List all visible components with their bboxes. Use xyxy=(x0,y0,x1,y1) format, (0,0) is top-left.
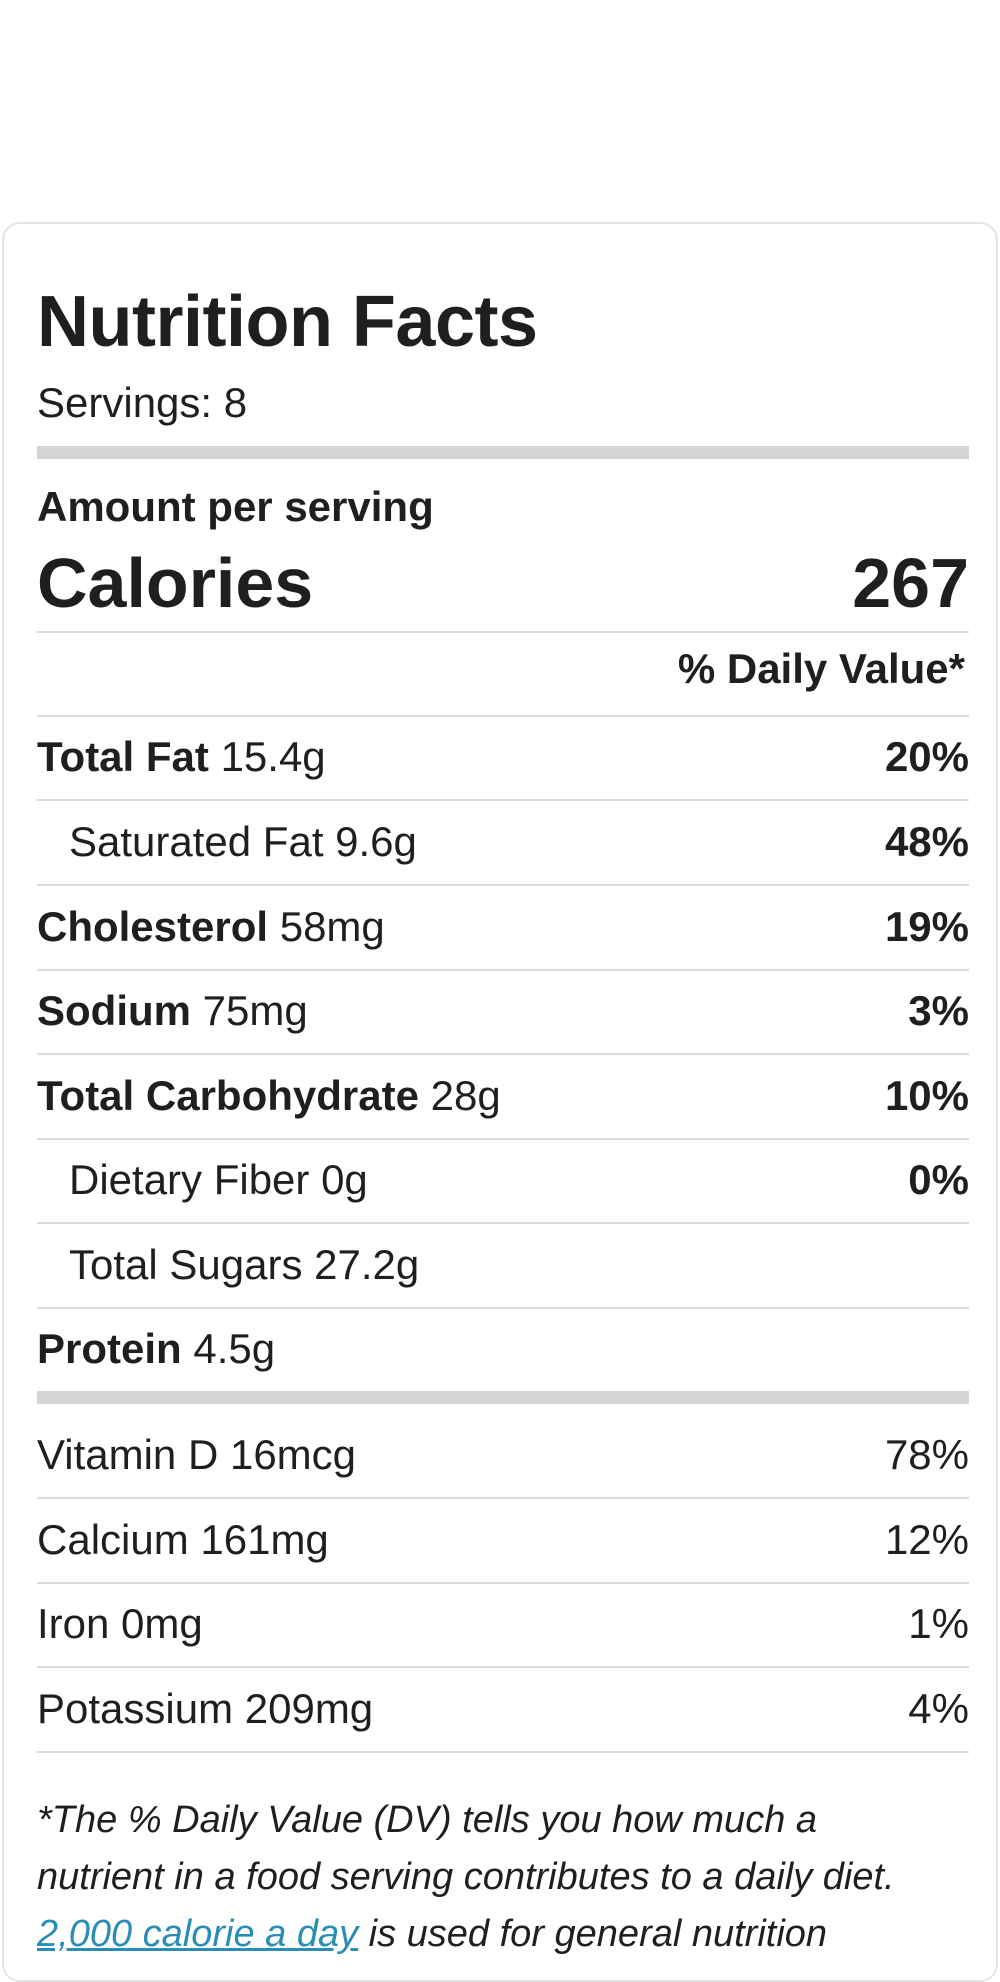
nutrient-percent: 3% xyxy=(908,987,969,1034)
nutrient-row-total-carbohydrate: Total Carbohydrate 28g 10% xyxy=(37,1075,969,1125)
divider xyxy=(37,1751,969,1753)
vitamin-percent: 4% xyxy=(908,1685,969,1732)
nutrient-row-total-fat: Total Fat 15.4g 20% xyxy=(37,736,969,786)
servings-count: Servings: 8 xyxy=(37,379,248,426)
nutrient-amount: 0g xyxy=(321,1156,368,1203)
nutrient-amount: 28g xyxy=(430,1072,501,1119)
nutrition-label-card: Nutrition Facts Servings: 8 Amount per s… xyxy=(2,222,998,1982)
divider xyxy=(37,1307,969,1309)
vitamin-row-potassium: Potassium 209mg 4% xyxy=(37,1688,969,1738)
nutrient-row-dietary-fiber: Dietary Fiber 0g 0% xyxy=(37,1159,969,1209)
vitamin-percent: 1% xyxy=(908,1600,969,1647)
calories-value: 267 xyxy=(852,544,969,622)
nutrient-percent: 48% xyxy=(884,818,969,865)
footnote-line: nutrient in a food serving contributes t… xyxy=(37,1856,895,1898)
divider xyxy=(37,799,969,801)
nutrient-name: Sodium xyxy=(37,987,191,1034)
divider xyxy=(37,715,969,717)
nutrient-name: Dietary Fiber xyxy=(69,1156,310,1203)
vitamin-row-iron: Iron 0mg 1% xyxy=(37,1603,969,1653)
vitamin-name: Calcium xyxy=(37,1516,189,1563)
amount-per-serving: Amount per serving xyxy=(37,483,434,530)
vitamin-name: Vitamin D xyxy=(37,1431,219,1478)
vitamin-row-vitamin-d: Vitamin D 16mcg 78% xyxy=(37,1434,969,1484)
nutrient-amount: 27.2g xyxy=(314,1241,420,1288)
nutrient-row-cholesterol: Cholesterol 58mg 19% xyxy=(37,906,969,956)
nutrient-name: Saturated Fat xyxy=(69,818,324,865)
label-title: Nutrition Facts xyxy=(37,282,538,362)
nutrient-percent: 19% xyxy=(884,903,969,950)
divider xyxy=(37,1497,969,1499)
nutrient-name: Cholesterol xyxy=(37,903,269,950)
calories-label: Calories xyxy=(37,544,314,622)
vitamin-percent: 78% xyxy=(884,1431,969,1478)
vitamin-amount: 0mg xyxy=(121,1600,203,1647)
footnote-line: is used for general nutrition xyxy=(358,1913,828,1955)
thick-divider xyxy=(37,446,969,459)
nutrient-percent: 0% xyxy=(908,1156,969,1203)
divider xyxy=(37,1222,969,1224)
daily-value-footnote: *The % Daily Value (DV) tells you how mu… xyxy=(37,1792,977,1963)
nutrient-row-total-sugars: Total Sugars 27.2g xyxy=(37,1244,969,1294)
nutrient-name: Total Carbohydrate xyxy=(37,1072,419,1119)
divider xyxy=(37,1582,969,1584)
divider xyxy=(37,969,969,971)
nutrient-name: Total Sugars xyxy=(69,1241,303,1288)
vitamin-percent: 12% xyxy=(884,1516,969,1563)
nutrient-percent: 10% xyxy=(884,1072,969,1119)
nutrient-percent: 20% xyxy=(884,733,969,780)
daily-value-header: % Daily Value* xyxy=(677,645,965,692)
vitamin-amount: 209mg xyxy=(244,1685,374,1732)
nutrient-amount: 58mg xyxy=(279,903,385,950)
nutrient-amount: 15.4g xyxy=(220,733,326,780)
divider xyxy=(37,884,969,886)
vitamin-name: Potassium xyxy=(37,1685,234,1732)
calorie-info-link[interactable]: 2,000 calorie a day xyxy=(37,1913,359,1955)
vitamin-row-calcium: Calcium 161mg 12% xyxy=(37,1519,969,1569)
nutrient-row-protein: Protein 4.5g xyxy=(37,1328,969,1378)
vitamin-amount: 161mg xyxy=(200,1516,329,1563)
vitamin-name: Iron xyxy=(37,1600,110,1647)
thick-divider xyxy=(37,1391,969,1404)
vitamin-amount: 16mcg xyxy=(229,1431,357,1478)
nutrient-amount: 75mg xyxy=(202,987,308,1034)
nutrient-row-saturated-fat: Saturated Fat 9.6g 48% xyxy=(37,821,969,871)
divider xyxy=(37,631,969,633)
nutrient-name: Protein xyxy=(37,1325,182,1372)
calories-row: Calories 267 xyxy=(37,548,969,618)
divider xyxy=(37,1138,969,1140)
divider xyxy=(37,1666,969,1668)
divider xyxy=(37,1053,969,1055)
nutrient-amount: 4.5g xyxy=(193,1325,276,1372)
footnote-line: *The % Daily Value (DV) tells you how mu… xyxy=(37,1799,818,1841)
nutrient-row-sodium: Sodium 75mg 3% xyxy=(37,990,969,1040)
nutrient-amount: 9.6g xyxy=(335,818,417,865)
nutrient-name: Total Fat xyxy=(37,733,209,780)
